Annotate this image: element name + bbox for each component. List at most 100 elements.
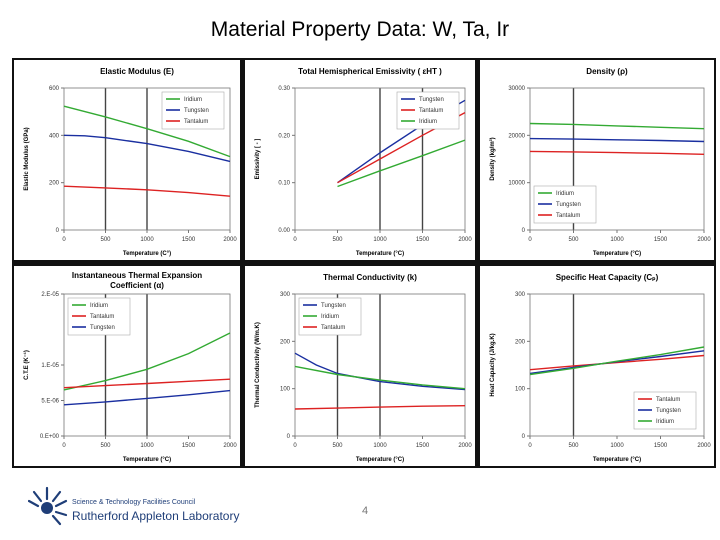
rutherford-appleton-logo: Science & Technology Facilities Council … <box>28 486 239 526</box>
y-tick-label: 1.E-05 <box>41 363 59 369</box>
y-tick-label: 0.10 <box>278 181 290 187</box>
y-tick-label: 300 <box>515 292 526 298</box>
x-tick-label: 2000 <box>697 237 711 243</box>
x-tick-label: 500 <box>568 237 579 243</box>
x-tick-label: 1500 <box>654 237 668 243</box>
series-line-tungsten <box>63 134 231 163</box>
series-line-iridium <box>294 365 466 390</box>
y-tick-label: 100 <box>515 387 526 393</box>
legend-label: Iridium <box>556 191 574 197</box>
chart-title: Density (ρ) <box>586 67 628 76</box>
y-axis-label: C.T.E (K⁻¹) <box>23 350 30 380</box>
y-tick-label: 0.20 <box>278 133 290 139</box>
y-tick-label: 0.E+00 <box>40 434 60 440</box>
x-tick-label: 0 <box>62 237 66 243</box>
y-tick-label: 0.30 <box>278 86 290 92</box>
legend-label: Tantalum <box>321 325 345 331</box>
legend-label: Iridium <box>90 303 108 309</box>
y-axis-label: Thermal Conductivity (W/m.K) <box>255 322 261 408</box>
x-tick-label: 500 <box>332 443 343 449</box>
legend-label: Iridium <box>184 97 202 103</box>
series-line-tantalum <box>529 354 705 371</box>
legend-label: Tantalum <box>656 397 680 403</box>
y-tick-label: 0 <box>522 434 526 440</box>
x-axis-label: Temperature (°C) <box>123 457 171 463</box>
x-tick-label: 2000 <box>223 237 237 243</box>
x-axis-label: Temperature (°C) <box>356 251 404 257</box>
chart-legend: Tantalum Tungsten Iridium <box>633 391 697 430</box>
x-tick-label: 0 <box>528 443 532 449</box>
y-axis-label: Density (kg/m³) <box>489 137 496 180</box>
x-tick-label: 2000 <box>697 443 711 449</box>
y-tick-label: 30000 <box>508 86 525 92</box>
chart-legend: Iridium Tantalum Tungsten <box>67 297 131 336</box>
chart-subtitle: Coefficient (α) <box>110 281 164 290</box>
legend-label: Tantalum <box>556 213 580 219</box>
legend-label: Tungsten <box>656 408 681 414</box>
legend-label: Iridium <box>419 119 437 125</box>
series-line-iridium <box>63 332 231 391</box>
x-tick-label: 500 <box>100 237 111 243</box>
x-axis-label: Temperature (°C) <box>356 457 404 463</box>
legend-label: Tungsten <box>90 325 115 331</box>
series-line-tungsten <box>63 389 231 406</box>
legend-label: Tantalum <box>419 108 443 114</box>
legend-label: Iridium <box>656 419 674 425</box>
x-tick-label: 500 <box>332 237 343 243</box>
y-tick-label: 0 <box>287 434 291 440</box>
series-line-iridium <box>529 346 705 376</box>
x-tick-label: 1500 <box>416 443 430 449</box>
logo-council-text: Science & Technology Facilities Council <box>72 499 196 506</box>
legend-label: Tungsten <box>419 97 444 103</box>
page-number: 4 <box>362 505 369 517</box>
y-tick-label: 10000 <box>508 181 525 187</box>
y-tick-label: 200 <box>280 339 291 345</box>
chart-5: Thermal Conductivity (k) 0 100 200 300 0 500 10… <box>245 266 475 466</box>
y-tick-label: 0 <box>56 228 60 234</box>
chart-legend: Iridium Tungsten Tantalum <box>533 185 597 224</box>
y-tick-label: 0.00 <box>278 228 290 234</box>
x-tick-label: 1500 <box>416 237 430 243</box>
chart-legend: Tungsten Iridium Tantalum <box>298 297 362 336</box>
legend-label: Tungsten <box>556 202 581 208</box>
legend-label: Iridium <box>321 314 339 320</box>
series-line-iridium <box>529 122 705 130</box>
x-tick-label: 1500 <box>654 443 668 449</box>
y-tick-label: 600 <box>49 86 60 92</box>
logo-lab-text: Rutherford Appleton Laboratory <box>72 509 239 523</box>
x-axis-label: Temperature (°C) <box>593 457 641 463</box>
x-tick-label: 0 <box>293 443 297 449</box>
x-tick-label: 1000 <box>610 237 624 243</box>
x-tick-label: 2000 <box>458 443 472 449</box>
y-tick-label: 100 <box>280 387 291 393</box>
series-line-iridium <box>337 139 466 188</box>
slide-title: Material Property Data: W, Ta, Ir <box>210 18 510 41</box>
y-axis-label: Emissivity [ - ] <box>255 139 261 180</box>
y-tick-label: 200 <box>49 181 60 187</box>
sunburst-icon <box>28 486 68 526</box>
series-line-tungsten <box>529 137 705 143</box>
x-tick-label: 1500 <box>182 237 196 243</box>
y-tick-label: 5.E-06 <box>41 399 59 405</box>
y-tick-label: 200 <box>515 339 526 345</box>
x-tick-label: 0 <box>293 237 297 243</box>
series-line-iridium <box>63 105 231 158</box>
chart-legend: Tungsten Tantalum Iridium <box>396 91 460 130</box>
x-tick-label: 1000 <box>373 443 387 449</box>
x-tick-label: 1000 <box>140 443 154 449</box>
chart-title: Elastic Modulus (E) <box>100 67 174 76</box>
x-tick-label: 1500 <box>182 443 196 449</box>
x-tick-label: 1000 <box>610 443 624 449</box>
y-tick-label: 300 <box>280 292 291 298</box>
y-tick-label: 400 <box>49 133 60 139</box>
legend-label: Tantalum <box>184 119 208 125</box>
x-tick-label: 500 <box>568 443 579 449</box>
series-line-tantalum <box>63 185 231 197</box>
x-tick-label: 1000 <box>140 237 154 243</box>
chart-title: Specific Heat Capacity (Cₚ) <box>556 273 659 282</box>
legend-label: Tungsten <box>184 108 209 114</box>
y-tick-label: 2.E-05 <box>41 292 59 298</box>
y-tick-label: 20000 <box>508 133 525 139</box>
x-tick-label: 0 <box>62 443 66 449</box>
x-axis-label: Temperature (°C) <box>593 251 641 257</box>
